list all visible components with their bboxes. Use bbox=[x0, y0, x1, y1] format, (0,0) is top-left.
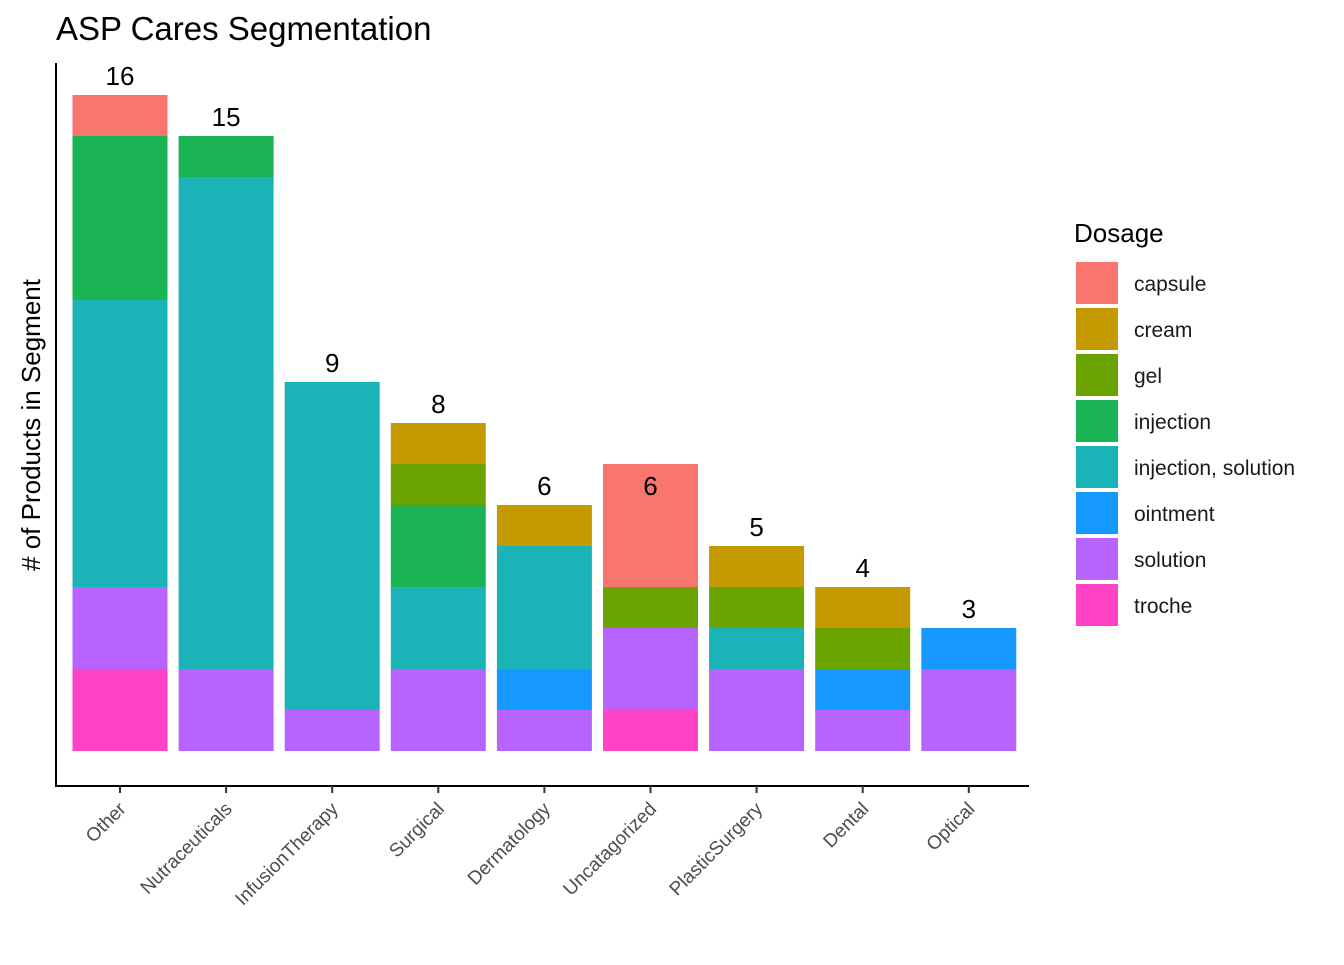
legend-label-capsule: capsule bbox=[1134, 273, 1206, 296]
bar-segment-solution-infusiontherapy bbox=[284, 710, 380, 751]
bar-segment-injection-solution-surgical bbox=[390, 587, 486, 669]
legend-label-cream: cream bbox=[1134, 319, 1192, 342]
total-label-optical: 3 bbox=[962, 594, 976, 624]
total-label-uncatagorized: 6 bbox=[643, 471, 657, 501]
bar-segment-injection-surgical bbox=[390, 505, 486, 587]
legend-label-troche: troche bbox=[1134, 595, 1192, 618]
bar-segment-solution-other bbox=[72, 587, 168, 669]
x-tick-label-nutraceuticals: Nutraceuticals bbox=[137, 799, 237, 899]
legend-title: Dosage bbox=[1074, 218, 1164, 248]
bar-segment-ointment-dermatology bbox=[496, 669, 592, 710]
x-tick-label-dermatology: Dermatology bbox=[464, 798, 555, 889]
bar-segment-gel-surgical bbox=[390, 464, 486, 505]
bar-segment-troche-other bbox=[72, 669, 168, 751]
bar-segment-solution-uncatagorized bbox=[603, 628, 698, 710]
legend-label-ointment: ointment bbox=[1134, 503, 1215, 526]
total-label-dental: 4 bbox=[855, 553, 869, 583]
bar-segment-injection-solution-nutraceuticals bbox=[178, 177, 274, 669]
x-tick-label-dental: Dental bbox=[820, 799, 874, 853]
bar-segment-gel-uncatagorized bbox=[603, 587, 698, 628]
legend-key-ointment bbox=[1076, 492, 1118, 534]
total-label-plasticsurgery: 5 bbox=[749, 512, 763, 542]
bar-segment-injection-nutraceuticals bbox=[178, 136, 274, 177]
bar-segment-cream-dental bbox=[815, 587, 911, 628]
y-axis-title: # of Products in Segment bbox=[16, 278, 46, 571]
bar-segment-injection-solution-other bbox=[72, 300, 168, 587]
total-label-surgical: 8 bbox=[431, 389, 445, 419]
total-label-nutraceuticals: 15 bbox=[212, 102, 241, 132]
bar-segment-cream-surgical bbox=[390, 423, 486, 464]
legend-key-solution bbox=[1076, 538, 1118, 580]
legend-label-solution: solution bbox=[1134, 549, 1206, 572]
bar-segment-ointment-dental bbox=[815, 669, 911, 710]
legend-key-injection bbox=[1076, 400, 1118, 442]
bar-segment-troche-uncatagorized bbox=[603, 710, 698, 751]
legend-key-capsule bbox=[1076, 262, 1118, 304]
bar-segment-injection-solution-plasticsurgery bbox=[709, 628, 805, 669]
totals-layer: 16 15 9 8 6 6 5 4 3 bbox=[106, 61, 976, 624]
bar-segment-solution-dental bbox=[815, 710, 911, 751]
chart-title: ASP Cares Segmentation bbox=[56, 10, 431, 47]
legend-key-gel bbox=[1076, 354, 1118, 396]
legend-key-troche bbox=[1076, 584, 1118, 626]
bar-segment-gel-plasticsurgery bbox=[709, 587, 805, 628]
legend-label-injection: injection bbox=[1134, 411, 1211, 434]
bar-segment-gel-dental bbox=[815, 628, 911, 669]
legend-label-injection-solution: injection, solution bbox=[1134, 457, 1295, 480]
legend-key-cream bbox=[1076, 308, 1118, 350]
total-label-other: 16 bbox=[106, 61, 135, 91]
bar-segment-capsule-other bbox=[72, 95, 168, 136]
x-tick-label-plasticsurgery: PlasticSurgery bbox=[666, 798, 768, 900]
bar-segment-capsule-uncatagorized bbox=[603, 464, 698, 587]
legend-key-injection-solution bbox=[1076, 446, 1118, 488]
bar-segment-cream-plasticsurgery bbox=[709, 546, 805, 587]
bar-segment-injection-solution-infusiontherapy bbox=[284, 382, 380, 710]
bar-segment-ointment-optical bbox=[921, 628, 1017, 669]
bar-segment-injection-other bbox=[72, 136, 168, 300]
x-tick-label-uncatagorized: Uncatagorized bbox=[560, 799, 661, 900]
x-tick-label-optical: Optical bbox=[923, 799, 980, 856]
legend-label-gel: gel bbox=[1134, 365, 1162, 388]
total-label-dermatology: 6 bbox=[537, 471, 551, 501]
bar-segment-solution-surgical bbox=[390, 669, 486, 751]
bar-segment-solution-plasticsurgery bbox=[709, 669, 805, 751]
bar-segment-injection-solution-dermatology bbox=[496, 546, 592, 669]
x-tick-label-other: Other bbox=[82, 798, 131, 847]
bar-segment-solution-nutraceuticals bbox=[178, 669, 274, 751]
axes-layer bbox=[55, 63, 1029, 787]
legend: Dosage capsule cream gel injection injection… bbox=[1074, 218, 1295, 626]
x-tick-label-infusiontherapy: InfusionTherapy bbox=[232, 798, 344, 910]
bar-segment-solution-optical bbox=[921, 669, 1017, 751]
x-tick-label-surgical: Surgical bbox=[385, 799, 448, 862]
bar-segment-solution-dermatology bbox=[496, 710, 592, 751]
total-label-infusiontherapy: 9 bbox=[325, 348, 339, 378]
bar-segment-cream-dermatology bbox=[496, 505, 592, 546]
bars-layer bbox=[72, 95, 1017, 751]
